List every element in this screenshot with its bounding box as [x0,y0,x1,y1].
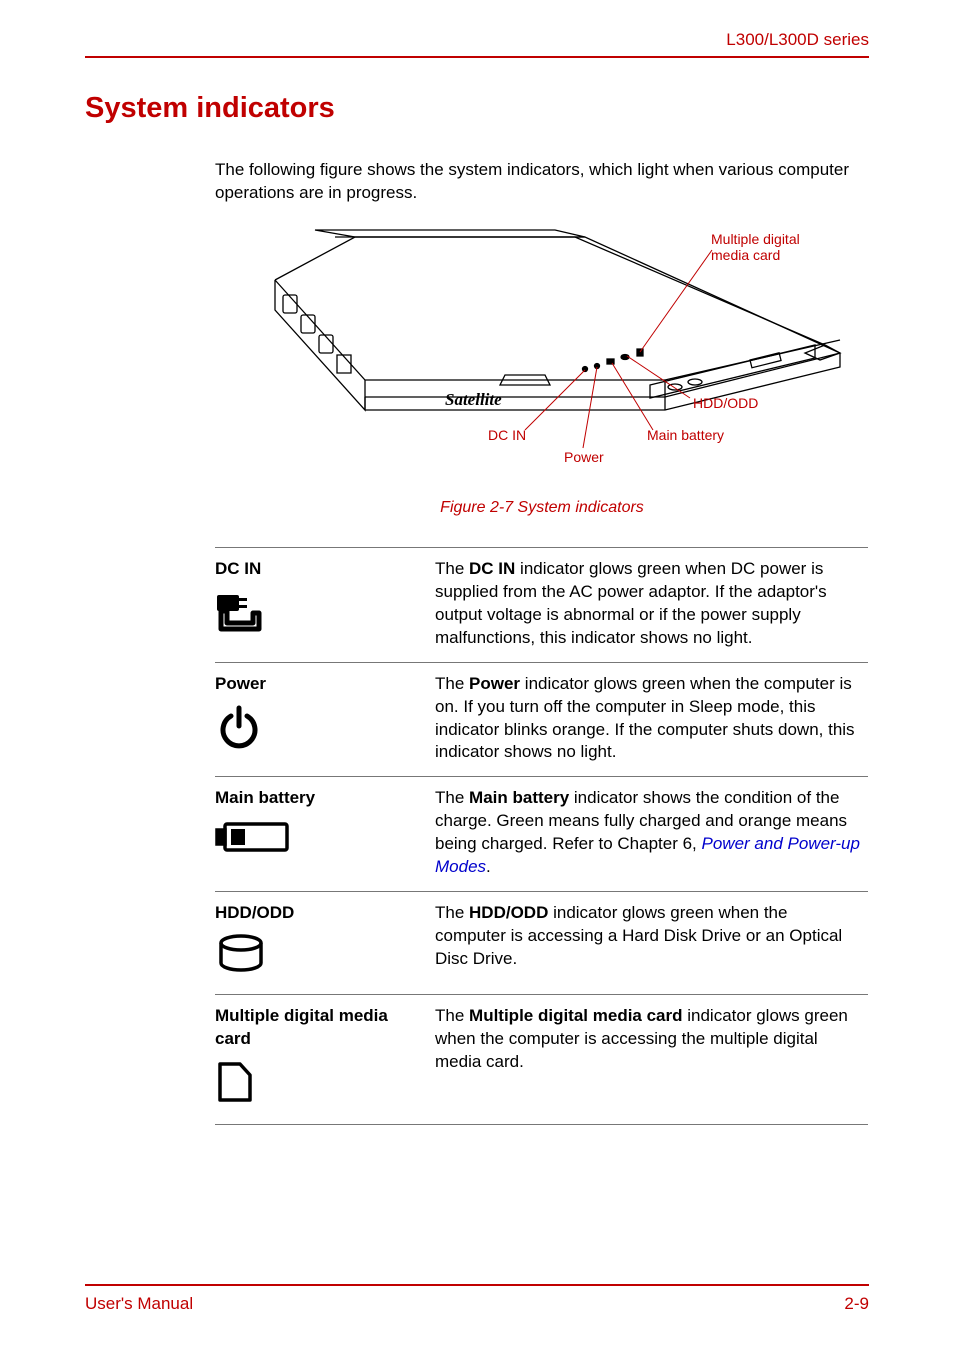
callout-hdd: HDD/ODD [693,395,758,411]
indicator-desc: The HDD/ODD indicator glows green when t… [435,892,868,995]
figure-caption: Figure 2-7 System indicators [215,499,869,517]
indicator-desc: The DC IN indicator glows green when DC … [435,547,868,662]
power-icon [215,704,427,759]
footer-page-number: 2-9 [844,1294,869,1314]
svg-text:Satellite: Satellite [445,390,502,409]
callout-battery: Main battery [647,427,724,443]
table-row: Multiple digital media card The Multiple… [215,995,868,1125]
table-row: Power The Power indicator glows green wh… [215,662,868,777]
figure-diagram: Satellite Multiple digitalmedia card HDD… [215,225,869,485]
page-footer: User's Manual 2-9 [85,1284,869,1314]
footer-manual-label: User's Manual [85,1294,193,1314]
battery-icon [215,818,427,863]
hdd-icon [215,933,427,982]
indicator-label: Multiple digital media card [215,1005,427,1051]
callout-power: Power [564,449,604,465]
section-heading: System indicators [85,92,869,125]
indicator-desc: The Power indicator glows green when the… [435,662,868,777]
indicator-table: DC IN The DC IN indicator glows green wh… [215,547,868,1125]
indicator-label: Main battery [215,787,427,810]
dcin-icon [215,589,427,640]
indicator-label: Power [215,673,427,696]
indicator-label: HDD/ODD [215,902,427,925]
indicator-label: DC IN [215,558,427,581]
indicator-desc: The Main battery indicator shows the con… [435,777,868,892]
callout-media-card: Multiple digitalmedia card [711,231,800,263]
media-card-icon [215,1059,427,1112]
intro-paragraph: The following figure shows the system in… [215,159,869,205]
table-row: HDD/ODD The HDD/ODD indicator glows gree… [215,892,868,995]
table-row: Main battery The Main battery indicator … [215,777,868,892]
table-row: DC IN The DC IN indicator glows green wh… [215,547,868,662]
indicator-desc: The Multiple digital media card indicato… [435,995,868,1125]
callout-dcin: DC IN [488,427,526,443]
header-series: L300/L300D series [85,30,869,58]
